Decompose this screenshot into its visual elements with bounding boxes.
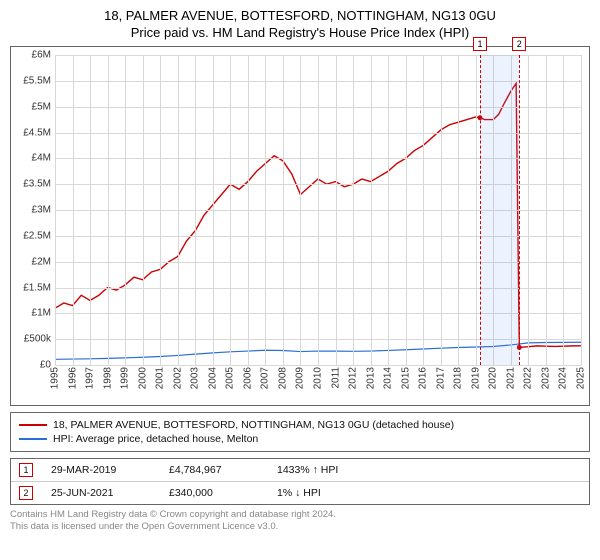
x-tick-label: 2023 (540, 367, 551, 389)
footer: Contains HM Land Registry data © Crown c… (10, 509, 590, 534)
y-tick-label: £4M (32, 153, 51, 164)
y-tick-label: £5.5M (23, 75, 51, 86)
annotation-row: 1 29-MAR-2019 £4,784,967 1433% ↑ HPI (11, 459, 589, 481)
x-tick-label: 2002 (172, 367, 183, 389)
y-axis: £0£500k£1M£1.5M£2M£2.5M£3M£3.5M£4M£4.5M£… (11, 55, 55, 365)
x-tick-label: 1998 (102, 367, 113, 389)
x-tick-label: 2007 (260, 367, 271, 389)
x-tick-label: 2000 (137, 367, 148, 389)
title-line-1: 18, PALMER AVENUE, BOTTESFORD, NOTTINGHA… (10, 8, 590, 23)
legend-row: HPI: Average price, detached house, Melt… (19, 433, 581, 445)
y-tick-label: £3.5M (23, 179, 51, 190)
annotation-row: 2 25-JUN-2021 £340,000 1% ↓ HPI (11, 481, 589, 504)
x-tick-label: 2001 (155, 367, 166, 389)
x-tick-label: 2011 (330, 367, 341, 389)
y-tick-label: £6M (32, 50, 51, 61)
chart: £0£500k£1M£1.5M£2M£2.5M£3M£3.5M£4M£4.5M£… (10, 46, 590, 406)
x-tick-label: 2015 (400, 367, 411, 389)
annotation-id: 1 (19, 463, 33, 477)
x-tick-label: 2004 (207, 367, 218, 389)
x-tick-label: 2003 (190, 367, 201, 389)
x-axis: 1995199619971998199920002001200220032004… (55, 365, 581, 405)
x-tick-label: 2013 (365, 367, 376, 389)
chart-marker: 1 (473, 37, 487, 51)
x-tick-label: 2019 (470, 367, 481, 389)
y-tick-label: £2.5M (23, 230, 51, 241)
legend-label: 18, PALMER AVENUE, BOTTESFORD, NOTTINGHA… (53, 419, 454, 431)
annotation-price: £4,784,967 (169, 464, 259, 476)
title-block: 18, PALMER AVENUE, BOTTESFORD, NOTTINGHA… (10, 8, 590, 40)
x-tick-label: 2010 (313, 367, 324, 389)
annotation-date: 29-MAR-2019 (51, 464, 151, 476)
legend-label: HPI: Average price, detached house, Melt… (53, 433, 258, 445)
x-tick-label: 2016 (418, 367, 429, 389)
annotation-id: 2 (19, 486, 33, 500)
x-tick-label: 2018 (453, 367, 464, 389)
x-tick-label: 1997 (85, 367, 96, 389)
x-tick-label: 2024 (558, 367, 569, 389)
annotation-pct: 1% ↓ HPI (277, 487, 377, 499)
footer-line-2: This data is licensed under the Open Gov… (10, 521, 590, 533)
x-tick-label: 1999 (120, 367, 131, 389)
legend-row: 18, PALMER AVENUE, BOTTESFORD, NOTTINGHA… (19, 419, 581, 431)
x-tick-label: 2021 (505, 367, 516, 389)
x-tick-label: 2012 (348, 367, 359, 389)
y-tick-label: £5M (32, 101, 51, 112)
footer-line-1: Contains HM Land Registry data © Crown c… (10, 509, 590, 521)
x-tick-label: 1996 (67, 367, 78, 389)
chart-marker: 2 (512, 37, 526, 51)
y-tick-label: £1.5M (23, 282, 51, 293)
x-tick-label: 1995 (50, 367, 61, 389)
y-tick-label: £4.5M (23, 127, 51, 138)
legend: 18, PALMER AVENUE, BOTTESFORD, NOTTINGHA… (10, 412, 590, 452)
annotation-date: 25-JUN-2021 (51, 487, 151, 499)
x-tick-label: 2008 (277, 367, 288, 389)
plot-area: 12 (55, 55, 581, 365)
x-tick-label: 2020 (488, 367, 499, 389)
x-tick-label: 2017 (435, 367, 446, 389)
annotation-price: £340,000 (169, 487, 259, 499)
x-tick-label: 2005 (225, 367, 236, 389)
x-tick-label: 2022 (523, 367, 534, 389)
title-line-2: Price paid vs. HM Land Registry's House … (10, 25, 590, 40)
legend-swatch (19, 438, 47, 440)
y-tick-label: £2M (32, 256, 51, 267)
x-tick-label: 2025 (576, 367, 587, 389)
y-tick-label: £3M (32, 205, 51, 216)
x-tick-label: 2009 (295, 367, 306, 389)
y-tick-label: £1M (32, 308, 51, 319)
x-tick-label: 2006 (242, 367, 253, 389)
annotation-table: 1 29-MAR-2019 £4,784,967 1433% ↑ HPI 2 25-JUN… (10, 458, 590, 505)
annotation-pct: 1433% ↑ HPI (277, 464, 377, 476)
x-tick-label: 2014 (383, 367, 394, 389)
legend-swatch (19, 424, 47, 426)
y-tick-label: £500k (24, 334, 51, 345)
